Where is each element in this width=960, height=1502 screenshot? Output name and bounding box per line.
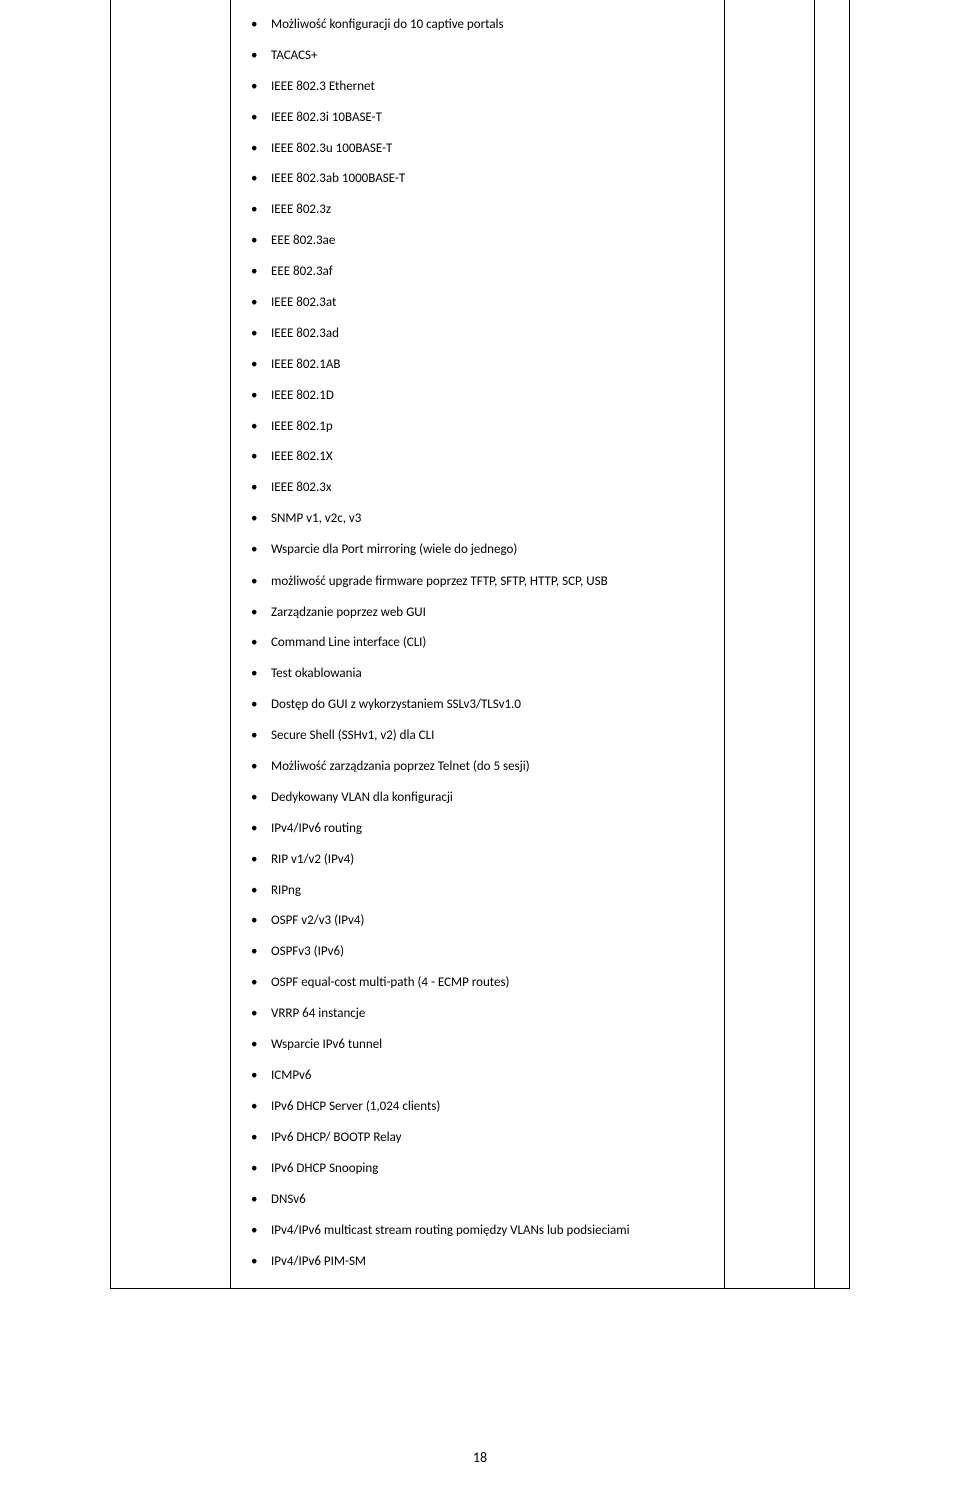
spec-list: Możliwość konfiguracji do 10 captive por… [245,10,706,1278]
spec-item: IPv6 DHCP/ BOOTP Relay [271,1123,706,1154]
spec-item: TACACS+ [271,41,706,72]
table-right-column-1 [725,0,815,1288]
spec-item: IPv4/IPv6 routing [271,814,706,845]
spec-item: Test okablowania [271,659,706,690]
spec-item: RIPng [271,876,706,907]
spec-item: IEEE 802.3i 10BASE-T [271,103,706,134]
spec-item: Zarządzanie poprzez web GUI [271,598,706,629]
table-right-column-2 [815,0,849,1288]
spec-item: Command Line interface (CLI) [271,628,706,659]
spec-item: IPv4/IPv6 multicast stream routing pomię… [271,1215,706,1247]
spec-item: Secure Shell (SSHv1, v2) dla CLI [271,721,706,752]
table-content-column: Możliwość konfiguracji do 10 captive por… [231,0,725,1288]
spec-item: DNSv6 [271,1185,706,1216]
page-container: Możliwość konfiguracji do 10 captive por… [0,0,960,1289]
spec-item: SNMP v1, v2c, v3 [271,504,706,535]
table-left-column [111,0,231,1288]
spec-item: Dedykowany VLAN dla konfiguracji [271,783,706,814]
spec-item: IPv6 DHCP Snooping [271,1154,706,1185]
spec-item: Dostęp do GUI z wykorzystaniem SSLv3/TLS… [271,690,706,721]
spec-item: IEEE 802.1p [271,412,706,443]
spec-item: IEEE 802.3z [271,195,706,226]
spec-item: IEEE 802.1X [271,442,706,473]
page-number: 18 [0,1449,960,1466]
spec-item: Możliwość zarządzania poprzez Telnet (do… [271,752,706,783]
spec-item: IEEE 802.1D [271,381,706,412]
spec-item: EEE 802.3ae [271,226,706,257]
spec-item: Wsparcie dla Port mirroring (wiele do je… [271,535,706,566]
spec-item: IEEE 802.3 Ethernet [271,72,706,103]
spec-item: IPv4/IPv6 PIM-SM [271,1247,706,1278]
spec-item: ICMPv6 [271,1061,706,1092]
spec-item: możliwość upgrade firmware poprzez TFTP,… [271,566,706,598]
spec-item: IEEE 802.3ab 1000BASE-T [271,164,706,195]
spec-item: Możliwość konfiguracji do 10 captive por… [271,10,706,41]
spec-table: Możliwość konfiguracji do 10 captive por… [110,0,850,1289]
spec-item: OSPF v2/v3 (IPv4) [271,906,706,937]
spec-item: IEEE 802.3x [271,473,706,504]
spec-item: OSPF equal-cost multi-path (4 - ECMP rou… [271,968,706,999]
spec-item: RIP v1/v2 (IPv4) [271,845,706,876]
spec-item: IEEE 802.1AB [271,350,706,381]
spec-item: IEEE 802.3u 100BASE-T [271,134,706,165]
spec-item: VRRP 64 instancje [271,999,706,1030]
spec-item: IEEE 802.3ad [271,319,706,350]
spec-item: OSPFv3 (IPv6) [271,937,706,968]
spec-item: IPv6 DHCP Server (1,024 clients) [271,1092,706,1123]
spec-item: EEE 802.3af [271,257,706,288]
spec-item: IEEE 802.3at [271,288,706,319]
spec-item: Wsparcie IPv6 tunnel [271,1030,706,1061]
